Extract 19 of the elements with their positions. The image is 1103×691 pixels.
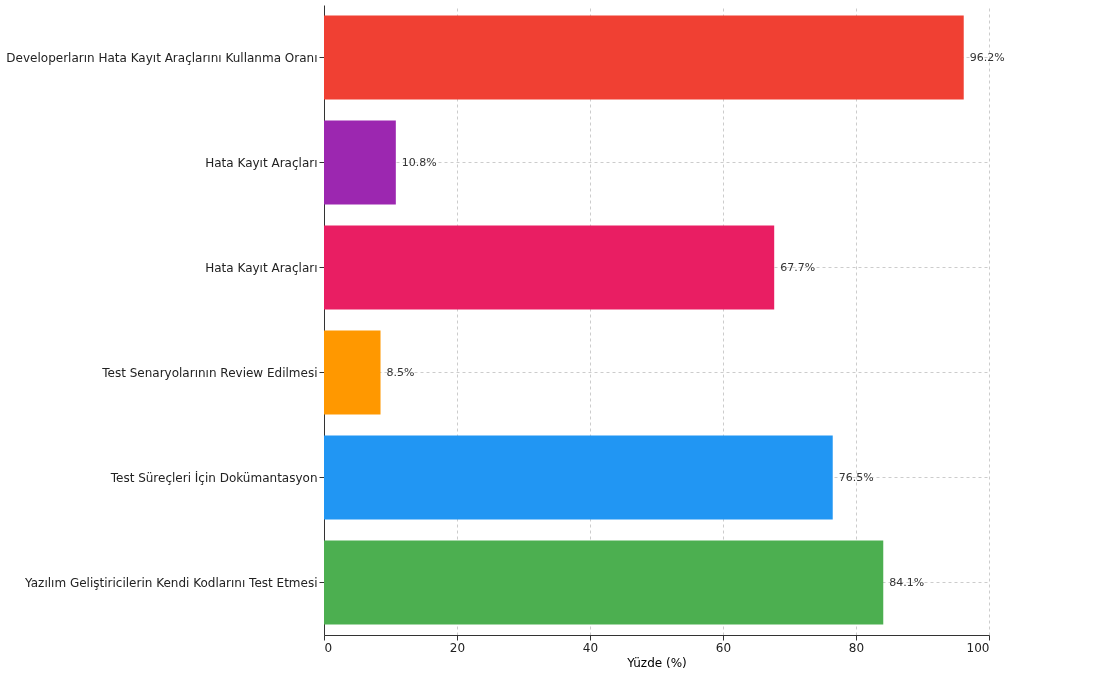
- x-tick-label: 80: [848, 640, 865, 655]
- data-label: 84.1%: [889, 575, 925, 589]
- y-tick-label: Developerların Hata Kayıt Araçlarını Kullanma Oranı: [6, 50, 318, 65]
- data-label: 76.5%: [838, 470, 874, 484]
- x-tick-label: 0: [324, 640, 333, 655]
- x-axis-title: Yüzde (%): [626, 655, 687, 670]
- y-tick-label: Hata Kayıt Araçları: [205, 260, 318, 275]
- y-tick-label: Test Süreçleri İçin Dokümantasyon: [109, 469, 318, 485]
- data-label: 10.8%: [401, 155, 437, 169]
- data-label: 8.5%: [386, 365, 415, 379]
- y-tick-label: Yazılım Geliştiricilerin Kendi Kodlarını Test Etmesi: [24, 575, 318, 590]
- data-label: 96.2%: [969, 50, 1005, 64]
- x-tick-label: 60: [715, 640, 732, 655]
- x-tick-label: 100: [966, 640, 990, 655]
- y-tick-label: Hata Kayıt Araçları: [205, 155, 318, 170]
- x-tick-label: 20: [449, 640, 466, 655]
- x-tick-label: 40: [582, 640, 599, 655]
- data-label: 67.7%: [780, 260, 816, 274]
- y-tick-label: Test Senaryolarının Review Edilmesi: [101, 365, 318, 380]
